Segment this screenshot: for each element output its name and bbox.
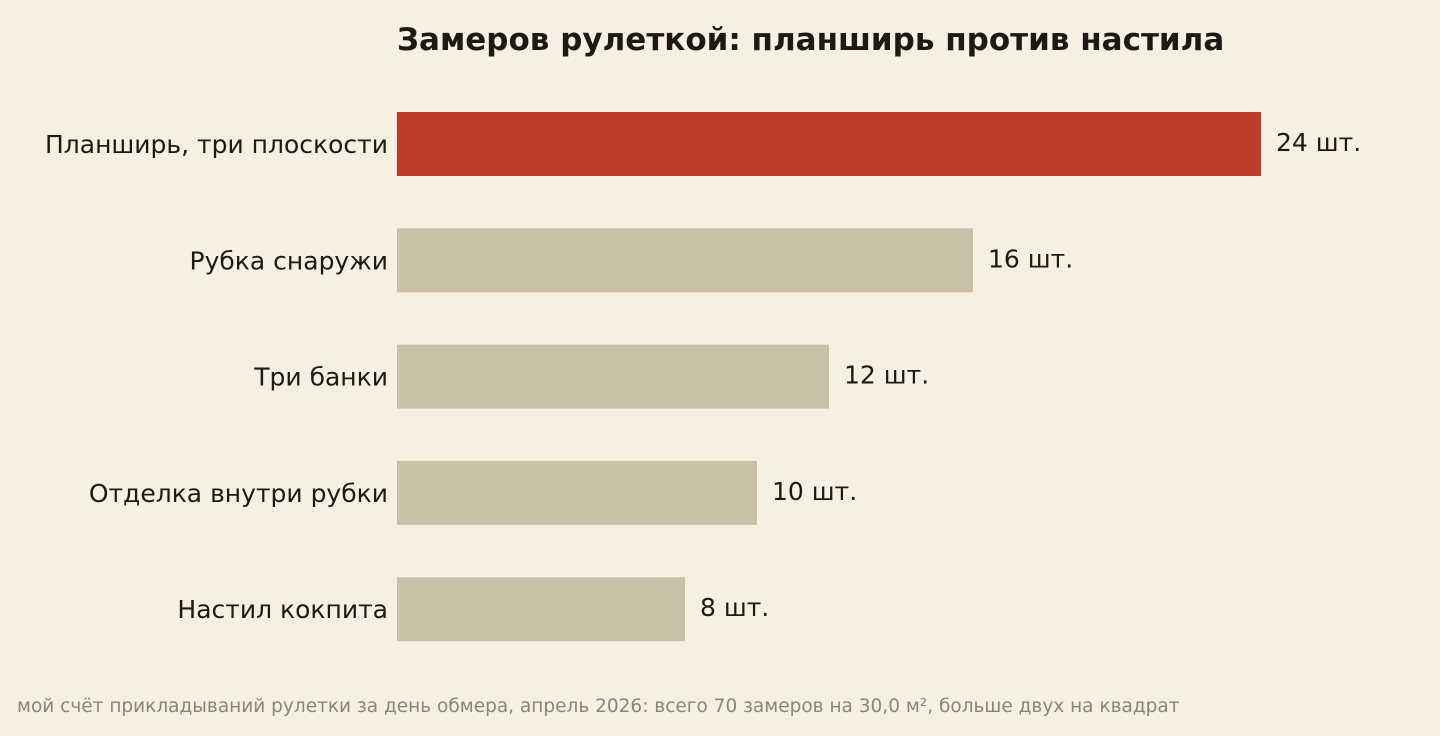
value-label-2: 16 шт. <box>988 244 1073 273</box>
value-label-5: 8 шт. <box>700 593 769 622</box>
chart-footnote: мой счёт прикладываний рулетки за день о… <box>17 696 1180 717</box>
bar-4 <box>397 460 757 525</box>
category-label-5: Настил кокпита <box>177 595 388 624</box>
category-label-2: Рубка снаружи <box>190 246 389 275</box>
bars-group: Планширь, три плоскости 24 шт. Рубка снару… <box>45 112 1361 642</box>
bar-5 <box>397 577 685 642</box>
category-label-4: Отделка внутри рубки <box>89 479 388 508</box>
bar-1 <box>397 112 1261 176</box>
chart-title: Замеров рулеткой: планширь против настил… <box>397 22 1224 58</box>
value-label-4: 10 шт. <box>772 477 857 506</box>
category-label-1: Планширь, три плоскости <box>45 130 388 159</box>
bar-2 <box>397 228 973 293</box>
value-label-3: 12 шт. <box>844 361 929 390</box>
value-label-1: 24 шт. <box>1276 128 1361 157</box>
bar-3 <box>397 344 829 409</box>
category-label-3: Три банки <box>253 363 388 392</box>
